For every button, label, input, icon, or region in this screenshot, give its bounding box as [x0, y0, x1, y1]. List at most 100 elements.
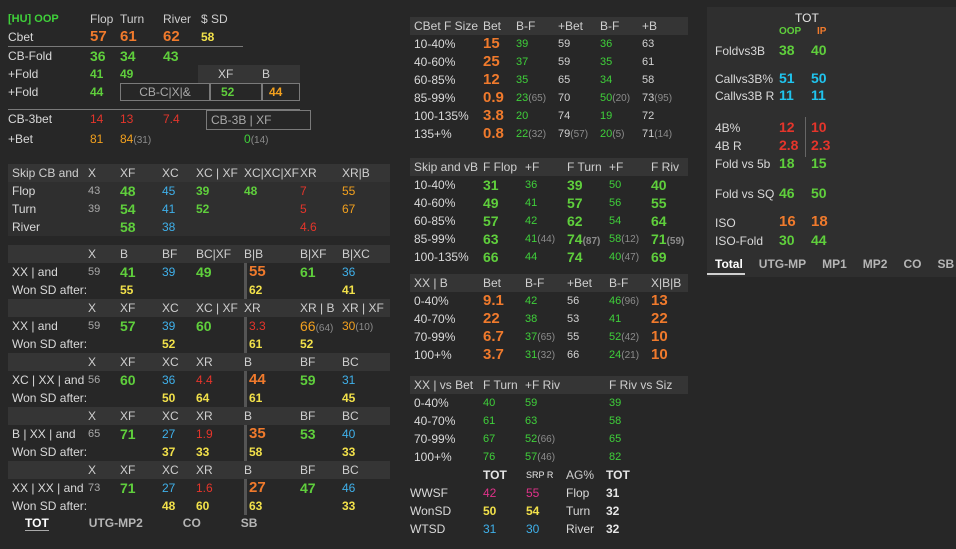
m2-cell: 40(47) — [609, 248, 651, 266]
m4-value: 0-40% — [414, 396, 449, 410]
block-header: X — [88, 407, 120, 425]
block-header: XC — [162, 353, 196, 371]
m4-cell: 59 — [525, 394, 609, 412]
m4-value: 100+% — [414, 450, 452, 464]
m2-cell: 60-85% — [410, 212, 483, 230]
cb3bet-turn: 13 — [120, 112, 134, 126]
block-value-text: 4.4 — [196, 373, 213, 387]
block-value-text: 60 — [120, 372, 136, 388]
m1-value: 61 — [642, 56, 655, 68]
tab-mp1[interactable]: MP1 — [822, 257, 847, 271]
block-value: 56 — [88, 371, 120, 389]
m1-note: (95) — [654, 93, 673, 104]
block-value-text: 39 — [162, 319, 176, 333]
block-value: 39 — [162, 263, 196, 281]
m1-value: 40-60% — [414, 55, 456, 69]
block-row-label: XC | XX | and — [12, 373, 85, 387]
cbfold-flop: 36 — [90, 48, 106, 64]
m3-cell: 53 — [567, 310, 609, 328]
m2-cell: 85-99% — [410, 230, 483, 248]
m1-value: 72 — [642, 110, 655, 122]
tab-sb[interactable]: SB — [240, 516, 258, 530]
block-value: 1.9 — [196, 425, 244, 443]
m1-cell: 59 — [558, 35, 600, 53]
m2-cell: 40-60% — [410, 194, 483, 212]
m1-cell: 135+% — [410, 125, 483, 143]
skip-cb-row-label: Turn — [12, 202, 37, 216]
m4-value: 63 — [525, 415, 538, 427]
m1-cell: 36 — [600, 35, 642, 53]
m1-value: 63 — [642, 38, 655, 50]
block-row-label: XX | XX | and — [12, 481, 84, 495]
block-value-text: 1.9 — [196, 427, 213, 441]
m2-value: 100-135% — [414, 250, 469, 264]
m3-cell: 10 — [651, 328, 688, 346]
cbfold-river: 43 — [163, 48, 179, 64]
m2-value: 49 — [483, 195, 499, 211]
tab-sb-right[interactable]: SB — [937, 257, 955, 271]
block-value-text: 3.3 — [249, 319, 266, 333]
block-header: X — [88, 299, 120, 317]
tab-co-right[interactable]: CO — [903, 257, 922, 271]
won-sd-value — [196, 335, 244, 353]
m2-header: F Riv — [651, 158, 688, 176]
right-row-label: Fold vs SQ — [715, 187, 775, 201]
right-row-label: 4B R — [715, 139, 742, 153]
m2-grid: Skip and vB F Flop +F F Turn +F F Riv 10-40% 31… — [410, 158, 688, 266]
summary-panel: TOT SRP R AG% TOT WWSF 42 55 Flop 31 Won… — [410, 466, 688, 538]
m3-value: 100+% — [414, 348, 452, 362]
m4-cell: 58 — [609, 412, 688, 430]
cbet-sd: 58 — [201, 30, 215, 44]
block-value: 31 — [342, 371, 390, 389]
m1-value: 59 — [558, 38, 571, 50]
block-header: XC — [162, 461, 196, 479]
cb3bet-flop: 14 — [90, 112, 104, 126]
won-sd-value: 33 — [342, 499, 356, 513]
wwsf-label: WWSF — [410, 486, 448, 500]
m3-cell: 66 — [567, 346, 609, 364]
right-oop-value: 30 — [779, 232, 795, 248]
m2-cell: 69 — [651, 248, 688, 266]
won-sd-value: 33 — [342, 445, 356, 459]
skip-cb-header: XR — [300, 164, 342, 182]
skip-cb-header: XR|B — [342, 164, 390, 182]
tab-tot[interactable]: TOT — [25, 516, 49, 531]
block-value-text: 47 — [300, 480, 316, 496]
block-value: 27 — [162, 425, 196, 443]
tab-utg-mp[interactable]: UTG-MP — [758, 257, 807, 271]
cbet-river: 62 — [163, 28, 180, 45]
block-header: X — [88, 353, 120, 371]
m2-value: 56 — [609, 197, 622, 209]
wwsf-tot: 42 — [483, 486, 497, 500]
tab-total[interactable]: Total — [715, 257, 743, 271]
m2-value: 41 — [525, 197, 538, 209]
right-tabs: Total UTG-MP MP1 MP2 CO SB — [715, 257, 954, 271]
skip-cb-value: 39 — [88, 203, 101, 215]
m3-value: 24 — [609, 349, 622, 361]
m3-cell: 0-40% — [410, 292, 483, 310]
block-header: BF — [300, 461, 342, 479]
col-turn: Turn — [120, 12, 145, 26]
m2-cell: 55 — [651, 194, 688, 212]
block-header: X — [88, 245, 120, 263]
block-value: 55 — [244, 263, 300, 281]
tab-utg-mp2[interactable]: UTG-MP2 — [88, 516, 143, 530]
won-sd-label: Won SD after: — [12, 445, 88, 459]
block-value-text: 27 — [162, 481, 176, 495]
block-corner — [8, 407, 88, 425]
tab-co[interactable]: CO — [182, 516, 201, 530]
won-sd-value — [120, 389, 162, 407]
skip-cb-value: 55 — [342, 184, 356, 198]
m1-value: 0.8 — [483, 125, 504, 142]
m3-cell: 38 — [525, 310, 567, 328]
skip-cb-panel: Skip CB and X XF XC XC | XF XC|XC|XF XR XR|B Flo… — [8, 164, 390, 236]
right-ip-value: 44 — [811, 232, 827, 248]
m1-value: 25 — [483, 53, 500, 70]
m3-value: 0-40% — [414, 294, 449, 308]
m4-value: 82 — [609, 451, 622, 463]
won-sd-value — [88, 389, 120, 407]
m1-value: 70 — [558, 92, 571, 104]
tab-mp2[interactable]: MP2 — [862, 257, 888, 271]
panel-title: [HU] OOP — [8, 13, 59, 25]
block-value: 46 — [342, 479, 390, 497]
